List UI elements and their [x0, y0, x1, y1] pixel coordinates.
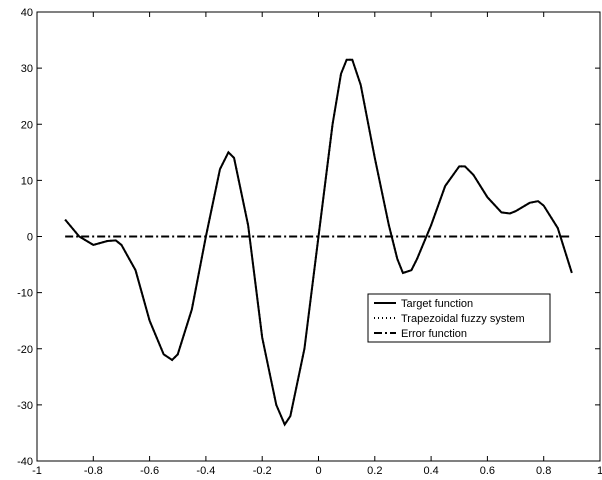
legend: Target function Trapezoidal fuzzy system E…: [367, 293, 551, 343]
y-tick-label: 20: [21, 119, 33, 131]
x-tick-label: 0.2: [367, 465, 382, 477]
y-tick-label: 0: [27, 232, 33, 244]
x-tick-label: 0.4: [423, 465, 438, 477]
y-tick-label: -20: [17, 344, 33, 356]
legend-box: [367, 293, 551, 343]
x-tick-label: 0.6: [480, 465, 495, 477]
y-tick-label: 10: [21, 175, 33, 187]
y-tick-label: -40: [17, 456, 33, 468]
x-tick-label: 0: [315, 465, 321, 477]
y-tick-label: -10: [17, 288, 33, 300]
x-tick-label: -0.6: [140, 465, 159, 477]
x-tick-label: -0.8: [84, 465, 103, 477]
legend-label: Target function: [401, 298, 473, 310]
series-line: [64, 58, 573, 427]
legend-label: Error function: [401, 328, 467, 340]
x-tick-label: -0.2: [253, 465, 272, 477]
x-tick-label: 0.8: [536, 465, 551, 477]
y-tick-label: -30: [17, 400, 33, 412]
y-tick-label: 40: [21, 7, 33, 19]
legend-label: Trapezoidal fuzzy system: [401, 313, 525, 325]
y-tick-label: 30: [21, 63, 33, 75]
x-tick-label: -0.4: [196, 465, 215, 477]
x-tick-label: 1: [597, 465, 602, 477]
x-tick-label: -1: [32, 465, 42, 477]
